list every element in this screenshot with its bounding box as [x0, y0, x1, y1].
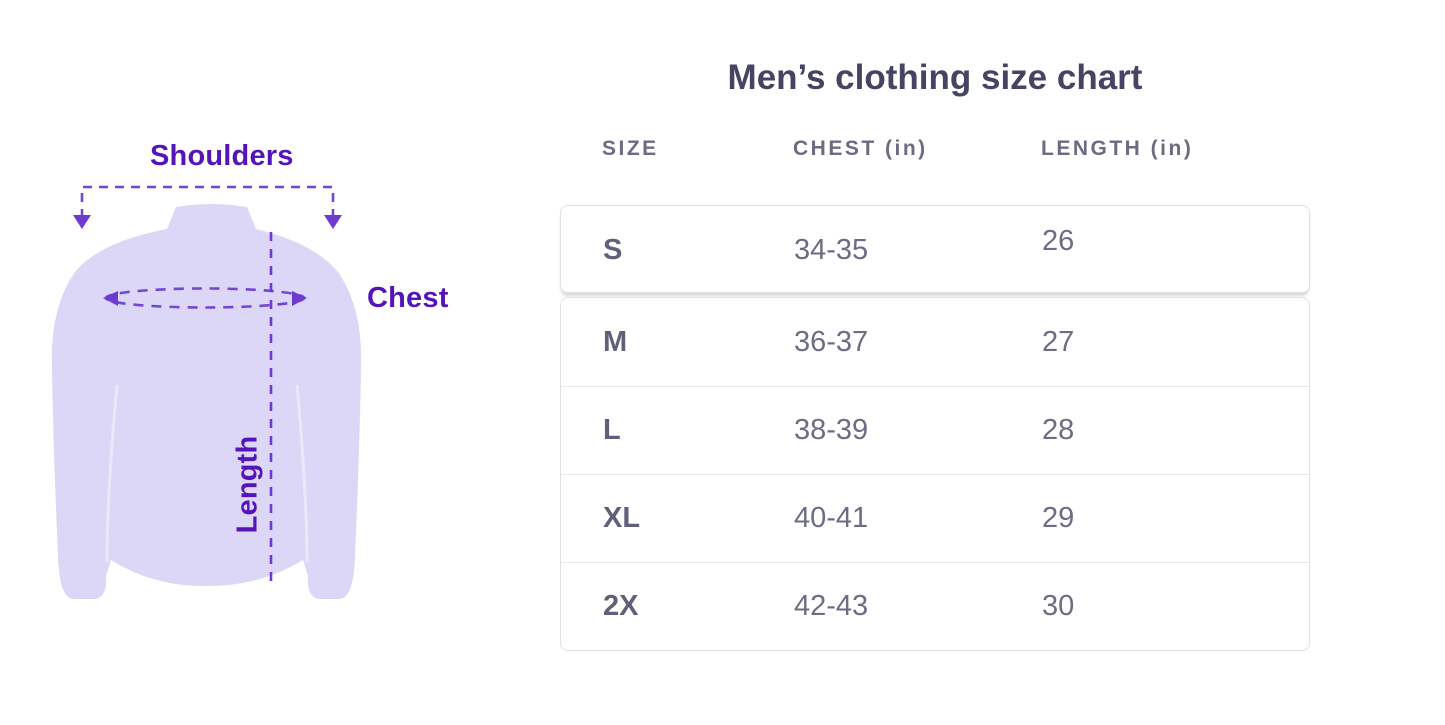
page-title: Men’s clothing size chart [727, 58, 1143, 97]
size-chart-panel: Men’s clothing size chart SIZE CHEST (in… [560, 0, 1310, 725]
table-row: L 38-39 28 [561, 386, 1309, 474]
chest-measure-ellipse [103, 287, 307, 309]
chest-cell: 40-41 [794, 502, 869, 534]
chest-cell: 42-43 [794, 590, 869, 622]
length-label: Length [231, 435, 264, 534]
length-cell: 27 [1042, 325, 1075, 358]
table-card-remaining-sizes: M 36-37 27 L 38-39 28 XL 40-41 29 2X 42-… [560, 297, 1310, 651]
header-chest: CHEST (in) [793, 137, 928, 160]
size-cell: XL [603, 502, 641, 534]
table-row: XL 40-41 29 [561, 474, 1309, 562]
shirt-icon [51, 204, 362, 599]
chest-cell: 38-39 [794, 414, 869, 446]
size-cell: M [603, 325, 628, 358]
shirt-measurement-diagram: Shoulders Chest Length [0, 0, 500, 700]
chest-label: Chest [367, 282, 449, 314]
header-length: LENGTH (in) [1041, 137, 1194, 160]
shoulders-arrowheads [73, 215, 342, 229]
length-cell: 28 [1042, 414, 1075, 446]
size-cell: 2X [603, 590, 639, 622]
table-header-row: SIZE CHEST (in) LENGTH (in) [560, 137, 1310, 161]
header-size: SIZE [602, 137, 659, 160]
shoulders-label: Shoulders [150, 140, 294, 172]
shirt-illustration [51, 185, 362, 599]
chest-cell: 36-37 [794, 325, 869, 358]
size-cell: S [603, 233, 623, 266]
table-row: S 34-35 26 [561, 206, 1309, 294]
table-card-size-s: S 34-35 26 [560, 205, 1310, 293]
length-cell: 30 [1042, 590, 1075, 622]
length-cell: 26 [1042, 224, 1075, 257]
table-row: 2X 42-43 30 [561, 562, 1309, 650]
length-cell: 29 [1042, 502, 1075, 534]
size-cell: L [603, 414, 621, 446]
chest-cell: 34-35 [794, 233, 869, 266]
table-row: M 36-37 27 [561, 298, 1309, 386]
